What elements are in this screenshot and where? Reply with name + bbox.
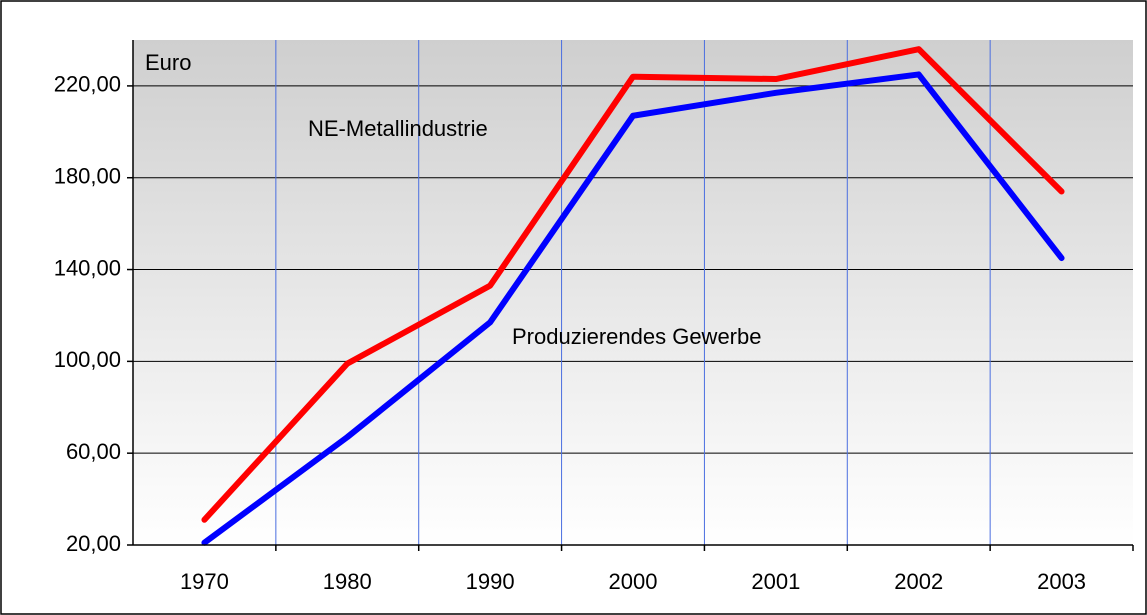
x-tick-label: 2002 bbox=[894, 569, 943, 594]
x-tick-label: 2000 bbox=[609, 569, 658, 594]
y-tick-label: 140,00 bbox=[54, 255, 121, 280]
x-tick-label: 1990 bbox=[466, 569, 515, 594]
y-tick-label: 100,00 bbox=[54, 347, 121, 372]
x-tick-label: 1970 bbox=[180, 569, 229, 594]
plot-area bbox=[133, 40, 1133, 545]
x-tick-label: 2003 bbox=[1037, 569, 1086, 594]
x-tick-label: 2001 bbox=[751, 569, 800, 594]
y-tick-label: 60,00 bbox=[66, 439, 121, 464]
series-line bbox=[201, 71, 1065, 546]
y-axis-label: Euro bbox=[145, 50, 191, 75]
x-tick-label: 1980 bbox=[323, 569, 372, 594]
series-label: Produzierendes Gewerbe bbox=[512, 324, 761, 349]
grid bbox=[133, 40, 1133, 546]
series-line bbox=[201, 46, 1065, 523]
series-label: NE-Metallindustrie bbox=[308, 116, 488, 141]
y-tick-label: 180,00 bbox=[54, 164, 121, 189]
lines bbox=[201, 46, 1065, 546]
y-tick-label: 20,00 bbox=[66, 531, 121, 556]
y-tick-label: 220,00 bbox=[54, 72, 121, 97]
